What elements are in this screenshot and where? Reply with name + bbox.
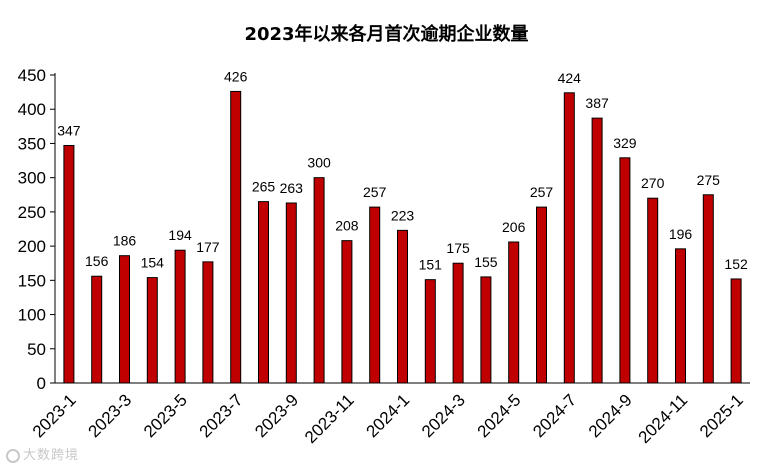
data-label: 426 bbox=[224, 68, 248, 84]
x-tick-label: 2024-9 bbox=[585, 390, 636, 441]
bar bbox=[285, 202, 297, 384]
data-label: 156 bbox=[85, 253, 109, 269]
bar bbox=[341, 240, 353, 384]
bar bbox=[647, 197, 659, 384]
x-tick-label: 2024-7 bbox=[529, 390, 580, 441]
y-tick-label: 450 bbox=[18, 66, 46, 85]
watermark-logo-icon bbox=[6, 448, 20, 463]
data-label: 206 bbox=[502, 219, 526, 235]
x-tick-label: 2025-1 bbox=[696, 390, 747, 441]
data-label: 329 bbox=[613, 135, 637, 151]
bar bbox=[146, 277, 158, 384]
bar bbox=[452, 262, 464, 384]
bar bbox=[591, 117, 603, 384]
data-label: 275 bbox=[697, 172, 721, 188]
chart-title: 2023年以来各月首次逾期企业数量 bbox=[244, 24, 529, 45]
y-tick-label: 250 bbox=[18, 203, 46, 222]
y-tick-label: 350 bbox=[18, 134, 46, 153]
data-label: 154 bbox=[141, 255, 165, 271]
x-tick-label: 2023-11 bbox=[301, 390, 358, 447]
bar bbox=[257, 201, 270, 384]
data-label: 175 bbox=[446, 240, 470, 256]
x-tick-label: 2023-9 bbox=[251, 390, 302, 441]
y-tick-label: 150 bbox=[18, 271, 46, 290]
y-tick-label: 300 bbox=[18, 169, 46, 188]
bar bbox=[730, 278, 742, 384]
bar bbox=[313, 177, 325, 384]
data-label: 257 bbox=[363, 184, 387, 200]
data-label: 152 bbox=[724, 256, 748, 272]
bar bbox=[535, 206, 548, 384]
bar bbox=[480, 276, 492, 384]
y-tick-label: 0 bbox=[37, 374, 46, 393]
x-tick-label: 2024-3 bbox=[418, 390, 469, 441]
bar bbox=[118, 255, 131, 384]
bar bbox=[619, 157, 631, 384]
bar bbox=[91, 275, 103, 384]
x-tick-label: 2024-5 bbox=[474, 390, 525, 441]
data-label: 194 bbox=[168, 227, 192, 243]
data-label: 300 bbox=[307, 155, 331, 171]
bar bbox=[674, 248, 687, 384]
data-label: 186 bbox=[113, 233, 137, 249]
data-label: 151 bbox=[419, 257, 443, 273]
x-tick-label: 2023-1 bbox=[29, 390, 80, 441]
bar bbox=[424, 279, 436, 384]
data-label: 270 bbox=[641, 175, 665, 191]
x-tick-label: 2024-11 bbox=[635, 390, 692, 447]
y-tick-label: 200 bbox=[18, 237, 46, 256]
data-label: 265 bbox=[252, 179, 276, 195]
data-label: 208 bbox=[335, 218, 359, 234]
bar bbox=[202, 261, 214, 384]
bar bbox=[508, 241, 520, 384]
x-tick-label: 2023-5 bbox=[140, 390, 191, 441]
data-label: 424 bbox=[558, 70, 582, 86]
y-tick-label: 400 bbox=[18, 100, 46, 119]
bar bbox=[174, 249, 186, 384]
data-label: 263 bbox=[280, 180, 304, 196]
y-tick-label: 50 bbox=[27, 340, 46, 359]
bar bbox=[230, 90, 242, 384]
watermark-text: 大数跨境 bbox=[23, 448, 80, 463]
watermark: 大数跨境 bbox=[6, 444, 79, 463]
data-label: 223 bbox=[391, 207, 415, 223]
bar bbox=[369, 206, 381, 384]
x-tick-label: 2024-1 bbox=[362, 390, 413, 441]
bar bbox=[563, 92, 575, 384]
data-label: 257 bbox=[530, 184, 554, 200]
data-label: 177 bbox=[196, 239, 220, 255]
data-label: 387 bbox=[585, 95, 609, 111]
bar bbox=[396, 229, 409, 384]
y-tick-label: 100 bbox=[18, 306, 46, 325]
x-tick-label: 2023-7 bbox=[196, 390, 247, 441]
data-label: 347 bbox=[57, 122, 81, 138]
data-label: 155 bbox=[474, 254, 498, 270]
data-label: 196 bbox=[669, 226, 693, 242]
bar bbox=[63, 144, 75, 384]
x-tick-label: 2023-3 bbox=[84, 390, 135, 441]
bar bbox=[702, 194, 714, 384]
